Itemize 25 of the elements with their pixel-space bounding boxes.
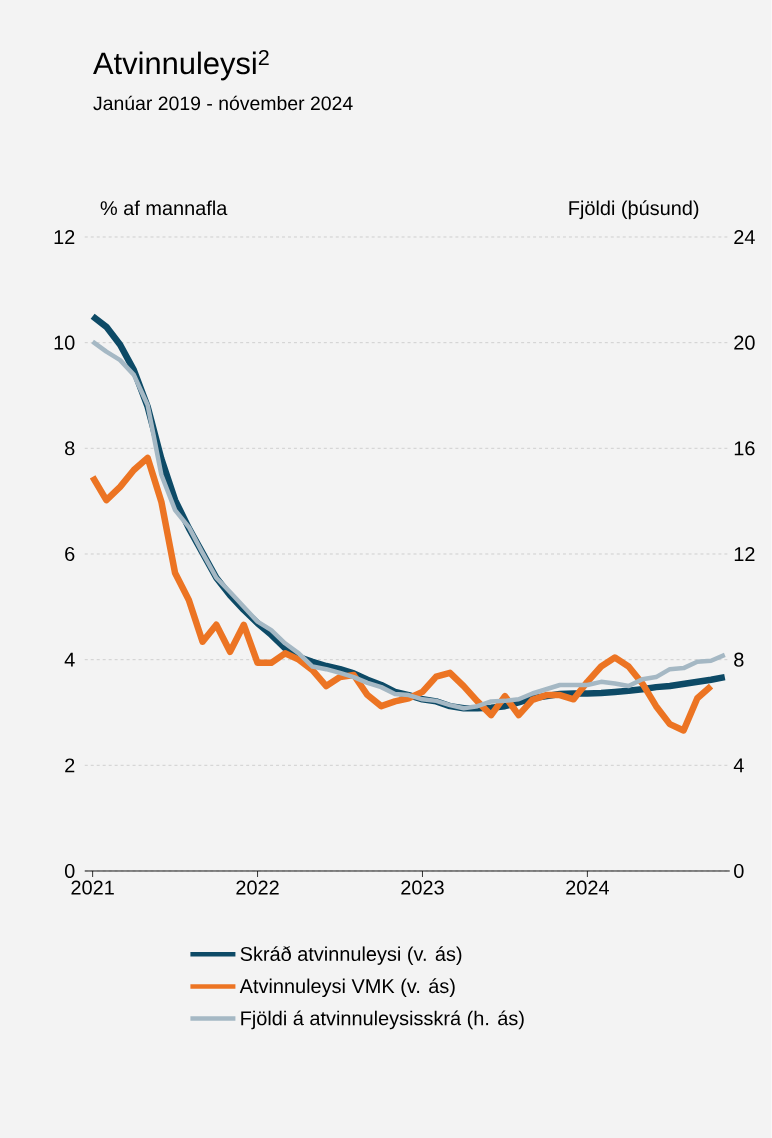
y2-tick-label: 16: [734, 441, 755, 456]
y2-tick-label: 4: [733, 758, 744, 773]
y-tick-label: 6: [65, 546, 75, 562]
legend-label: Skráð atvinnuleysi (v. ás): [240, 946, 462, 965]
y-tick-label: 12: [54, 230, 75, 244]
x-tick-label: 2023: [401, 880, 444, 895]
y-axis-title: % af mannafla: [100, 200, 228, 216]
y2-axis-title: Fjöldi (þúsund): [569, 200, 699, 220]
x-tick-label: 2021: [71, 880, 114, 895]
x-tick-label: 2024: [566, 880, 610, 895]
y-tick-label: 10: [54, 335, 75, 350]
y2-tick-label: 12: [734, 547, 755, 561]
y2-tick-label: 0: [734, 863, 744, 879]
y-tick-label: 8: [65, 441, 75, 456]
legend-label: Atvinnuleysi VMK (v. ás): [239, 978, 455, 998]
chart-title: Atvinnuleysi$^{2}$: [93, 49, 269, 81]
y2-tick-label: 20: [734, 335, 755, 350]
y2-tick-label: 24: [734, 230, 755, 244]
y-tick-label: 0: [65, 863, 75, 879]
y-tick-label: 4: [64, 652, 75, 667]
chart-subtitle: Janúar 2019 - nóvember 2024: [93, 95, 353, 111]
y-tick-label: 2: [65, 758, 75, 773]
legend-label: Fjöldi á atvinnuleysisskrá (h. ás): [241, 1010, 524, 1030]
y2-tick-label: 8: [734, 652, 744, 667]
x-tick-label: 2022: [236, 880, 279, 895]
